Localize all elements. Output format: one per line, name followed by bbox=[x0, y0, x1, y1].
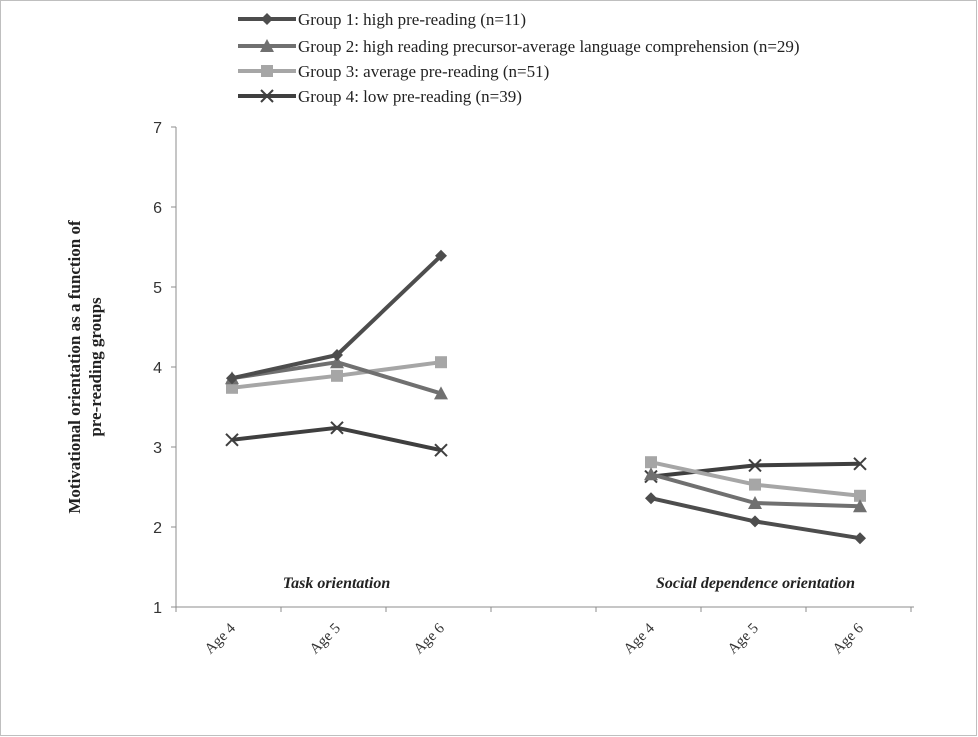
square-marker bbox=[226, 381, 238, 394]
triangle-marker bbox=[853, 499, 867, 513]
series-2 bbox=[225, 355, 867, 513]
axis-labels: Task orientation Social dependence orient… bbox=[65, 220, 855, 592]
x-marker bbox=[853, 457, 867, 471]
legend-label: Group 1: high pre-reading (n=11) bbox=[298, 10, 526, 29]
x-marker bbox=[748, 458, 762, 473]
x-tick-label: Age 4 bbox=[621, 620, 658, 657]
y-axis-title: Motivational orientation as a function o… bbox=[65, 220, 84, 514]
x-marker bbox=[260, 89, 274, 103]
series-layer bbox=[225, 249, 867, 545]
series-1 bbox=[226, 249, 866, 545]
legend: Group 1: high pre-reading (n=11) Group 2:… bbox=[238, 10, 800, 106]
x-axis: Age 4 Age 5 Age 6 Age 4 Age 5 Age 6 bbox=[175, 606, 914, 658]
diamond-marker bbox=[331, 349, 343, 361]
series-4 bbox=[225, 421, 867, 484]
y-tick-label: 3 bbox=[153, 440, 162, 457]
x-tick-label: Age 6 bbox=[411, 620, 448, 657]
y-tick-label: 2 bbox=[153, 520, 162, 537]
legend-item: Group 1: high pre-reading (n=11) bbox=[238, 10, 526, 29]
series-3 bbox=[226, 356, 866, 502]
diamond-marker bbox=[645, 492, 657, 505]
x-marker bbox=[434, 443, 448, 457]
legend-label: Group 4: low pre-reading (n=39) bbox=[298, 87, 522, 106]
triangle-marker bbox=[330, 355, 344, 369]
diamond-marker bbox=[226, 372, 238, 385]
triangle-marker bbox=[748, 496, 762, 509]
x-marker bbox=[225, 433, 239, 447]
legend-item: Group 4: low pre-reading (n=39) bbox=[238, 87, 522, 106]
y-tick-label: 1 bbox=[153, 600, 162, 617]
panel-label: Task orientation bbox=[283, 575, 391, 592]
x-tick-label: Age 5 bbox=[725, 621, 762, 658]
panel-label: Social dependence orientation bbox=[656, 575, 855, 592]
x-tick-label: Age 5 bbox=[307, 621, 344, 658]
x-marker bbox=[330, 421, 344, 435]
y-tick-label: 5 bbox=[153, 280, 162, 297]
square-marker bbox=[261, 65, 273, 77]
diamond-marker bbox=[749, 515, 761, 528]
square-marker bbox=[331, 369, 343, 382]
triangle-marker bbox=[644, 467, 658, 481]
y-tick-label: 7 bbox=[153, 120, 162, 137]
triangle-marker bbox=[434, 386, 448, 400]
legend-label: Group 2: high reading precursor-average … bbox=[298, 37, 800, 56]
diamond-marker bbox=[261, 13, 273, 25]
y-axis-title: pre-reading groups bbox=[86, 297, 105, 437]
y-axis: 1 2 3 4 5 6 7 bbox=[153, 120, 177, 617]
legend-item: Group 3: average pre-reading (n=51) bbox=[238, 62, 549, 81]
y-tick-label: 6 bbox=[153, 200, 162, 217]
diamond-marker bbox=[854, 532, 866, 545]
x-tick-label: Age 4 bbox=[202, 620, 239, 657]
x-tick-label: Age 6 bbox=[830, 620, 867, 657]
square-marker bbox=[435, 356, 447, 369]
square-marker bbox=[854, 489, 866, 502]
legend-label: Group 3: average pre-reading (n=51) bbox=[298, 62, 549, 81]
diamond-marker bbox=[435, 249, 447, 262]
legend-item: Group 2: high reading precursor-average … bbox=[238, 37, 800, 56]
series-line bbox=[231, 425, 442, 453]
triangle-marker bbox=[260, 39, 274, 52]
square-marker bbox=[645, 456, 657, 469]
y-tick-label: 4 bbox=[153, 360, 162, 377]
square-marker bbox=[749, 478, 761, 491]
